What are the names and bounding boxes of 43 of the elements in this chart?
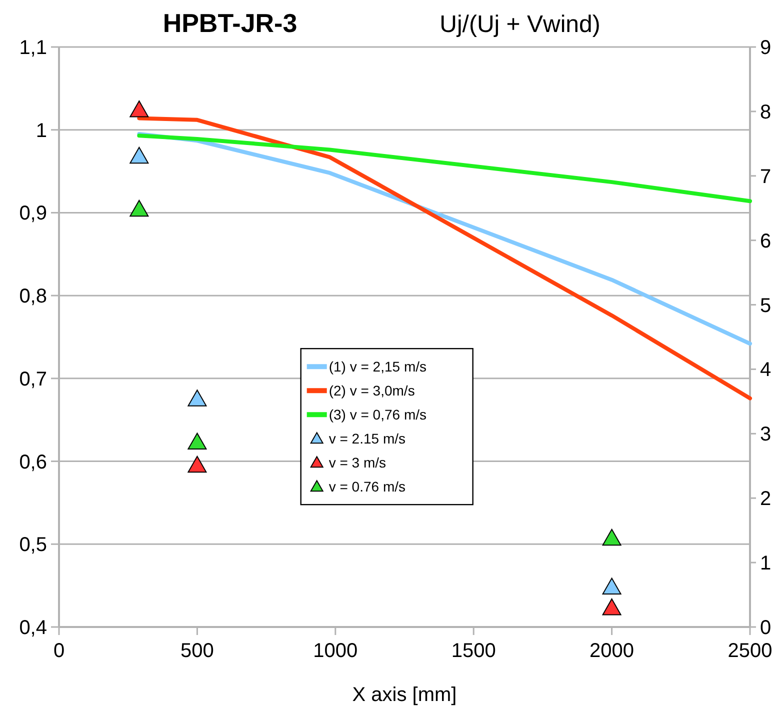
legend-label: (1) v = 2,15 m/s <box>328 358 427 374</box>
chart-subtitle: Uj/(Uj + Vwind) <box>440 11 600 38</box>
y-tick-label: 1,1 <box>19 37 47 59</box>
y-tick-label: 0,7 <box>19 368 47 390</box>
legend-label: (3) v = 0,76 m/s <box>328 406 427 422</box>
y2-tick-label: 5 <box>760 294 772 317</box>
y2-tick-label: 7 <box>760 166 772 188</box>
y2-tick-label: 0 <box>760 617 772 639</box>
point <box>602 578 622 594</box>
point <box>602 528 622 546</box>
x-axis-title: X axis [mm] <box>352 684 457 706</box>
legend-label: v = 2.15 m/s <box>328 430 406 446</box>
x-tick-label: 2500 <box>728 640 772 662</box>
x-tick-label: 500 <box>180 640 214 662</box>
y2-tick-label: 4 <box>760 359 772 382</box>
y2-tick-label: 6 <box>760 230 772 252</box>
legend-label: v = 3 m/s <box>328 454 386 470</box>
point <box>130 200 149 217</box>
y2-tick-label: 8 <box>760 101 772 124</box>
y-tick-label: 0,5 <box>19 534 47 556</box>
point <box>188 390 207 406</box>
y2-tick-label: 3 <box>760 424 772 446</box>
y-tick-label: 0,8 <box>19 286 47 308</box>
y2-tick-label: 2 <box>760 488 772 510</box>
chart-title: HPBT-JR-3 <box>162 8 298 38</box>
line-series <box>137 134 752 204</box>
y-tick-label: 1 <box>36 120 47 142</box>
point <box>130 146 149 164</box>
point <box>188 432 207 450</box>
point <box>130 100 149 118</box>
x-tick-label: 1500 <box>451 640 496 662</box>
x-tick-label: 2000 <box>590 640 634 662</box>
y-tick-label: 0,6 <box>19 451 47 474</box>
point <box>188 456 207 473</box>
y2-tick-label: 1 <box>760 552 772 575</box>
legend-label: (2) v = 3,0m/s <box>328 382 415 398</box>
x-tick-label: 1000 <box>313 640 358 662</box>
point <box>602 598 622 616</box>
legend-label: v = 0.76 m/s <box>328 478 406 494</box>
y-tick-label: 0,9 <box>19 202 47 225</box>
x-tick-label: 0 <box>53 640 65 662</box>
y2-tick-label: 9 <box>760 37 772 59</box>
y-tick-label: 0,4 <box>19 617 47 639</box>
